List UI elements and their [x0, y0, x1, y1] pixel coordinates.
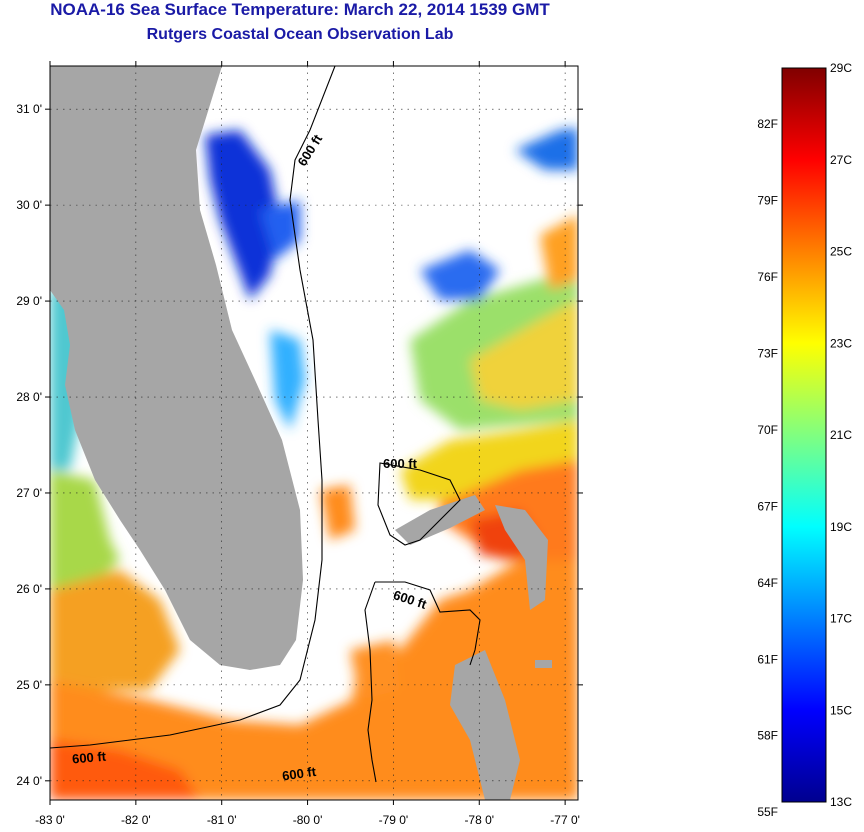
- colorbar-celsius-label: 15C: [830, 703, 852, 717]
- sst-cold-patch: [260, 200, 300, 260]
- lat-tick-label: 30 0': [16, 198, 42, 212]
- lon-tick-label: -82 0': [121, 813, 151, 827]
- lat-tick-label: 31 0': [16, 102, 42, 116]
- colorbar-fahrenheit-label: 55F: [757, 805, 778, 819]
- colorbar-celsius-label: 19C: [830, 520, 852, 534]
- andros-island: [450, 650, 520, 800]
- lon-tick-label: -81 0': [207, 813, 237, 827]
- colorbar-fahrenheit-label: 58F: [757, 729, 778, 743]
- colorbar-celsius-label: 13C: [830, 795, 852, 809]
- land-layer: [50, 66, 552, 800]
- isobath-600ft: [50, 66, 481, 783]
- map-subtitle: Rutgers Coastal Ocean Observation Lab: [146, 26, 454, 43]
- lon-tick-label: -78 0': [464, 813, 494, 827]
- sst-strait-patch: [320, 485, 355, 540]
- sst-yellow-band: [400, 420, 578, 500]
- sst-gulf-southwest: [50, 470, 120, 590]
- colorbar-fahrenheit-label: 79F: [757, 194, 778, 208]
- sst-south-straits: [50, 560, 578, 800]
- colorbar-celsius-label: 21C: [830, 428, 852, 442]
- sst-south-red: [50, 740, 200, 800]
- latitude-axis: 31 0' 30 0' 29 0' 28 0' 27 0' 26 0' 25 0' 24 0': [16, 102, 42, 788]
- lat-tick-label: 26 0': [16, 582, 42, 596]
- lon-tick-label: -80 0': [293, 813, 323, 827]
- colorbar-fahrenheit-label: 61F: [757, 652, 778, 666]
- colorbar-fahrenheit-label: 67F: [757, 499, 778, 513]
- colorbar: [781, 67, 827, 803]
- longitude-axis: -83 0' -82 0' -81 0' -80 0' -79 0' -78 0' -77 …: [35, 813, 580, 827]
- lat-tick-label: 25 0': [16, 678, 42, 692]
- new-providence: [535, 660, 552, 668]
- colorbar-fahrenheit-label: 70F: [757, 423, 778, 437]
- sst-blue-north-scatter: [420, 250, 500, 300]
- sst-blue-ne-edge: [515, 128, 578, 170]
- colorbar-fahrenheit-label: 73F: [757, 346, 778, 360]
- colorbar-celsius-label: 25C: [830, 245, 852, 259]
- sst-gulf-orange: [50, 570, 180, 690]
- sst-cyan-coast: [270, 330, 305, 430]
- colorbar-celsius-label: 27C: [830, 153, 852, 167]
- map-frame: [49, 65, 579, 801]
- lon-tick-label: -77 0': [550, 813, 580, 827]
- isobath-label: 600 ft: [383, 456, 418, 471]
- map-plot-area: 600 ft 600 ft 600 ft 600 ft 600 ft: [50, 66, 578, 800]
- colorbar-celsius-label: 23C: [830, 336, 852, 350]
- colorbar-fahrenheit-label: 76F: [757, 270, 778, 284]
- map-title: NOAA-16 Sea Surface Temperature: March 2…: [50, 0, 550, 19]
- lat-tick-label: 27 0': [16, 486, 42, 500]
- lat-tick-label: 28 0': [16, 390, 42, 404]
- colorbar-celsius-label: 17C: [830, 612, 852, 626]
- colorbar-fahrenheit-labels: 82F 79F 76F 73F 70F 67F 64F 61F 58F 55F: [757, 117, 778, 819]
- lat-tick-label: 29 0': [16, 294, 42, 308]
- isobath-label: 600 ft: [71, 749, 107, 767]
- colorbar-celsius-label: 29C: [830, 61, 852, 75]
- florida-land: [50, 66, 303, 670]
- map-ticks: [45, 61, 583, 805]
- sst-yellow-northeast: [470, 300, 578, 410]
- colorbar-fahrenheit-label: 64F: [757, 576, 778, 590]
- colorbar-celsius-labels: 29C 27C 25C 23C 21C 19C 17C 15C 13C: [830, 61, 852, 809]
- sst-cold-north: [205, 130, 280, 300]
- colorbar-fahrenheit-label: 82F: [757, 117, 778, 131]
- lon-tick-label: -83 0': [35, 813, 65, 827]
- lon-tick-label: -79 0': [379, 813, 409, 827]
- great-abaco: [495, 505, 548, 610]
- sst-orange-ne-patch: [540, 215, 578, 290]
- graticule: [50, 66, 578, 800]
- lat-tick-label: 24 0': [16, 774, 42, 788]
- isobath-label: 600 ft: [281, 764, 317, 784]
